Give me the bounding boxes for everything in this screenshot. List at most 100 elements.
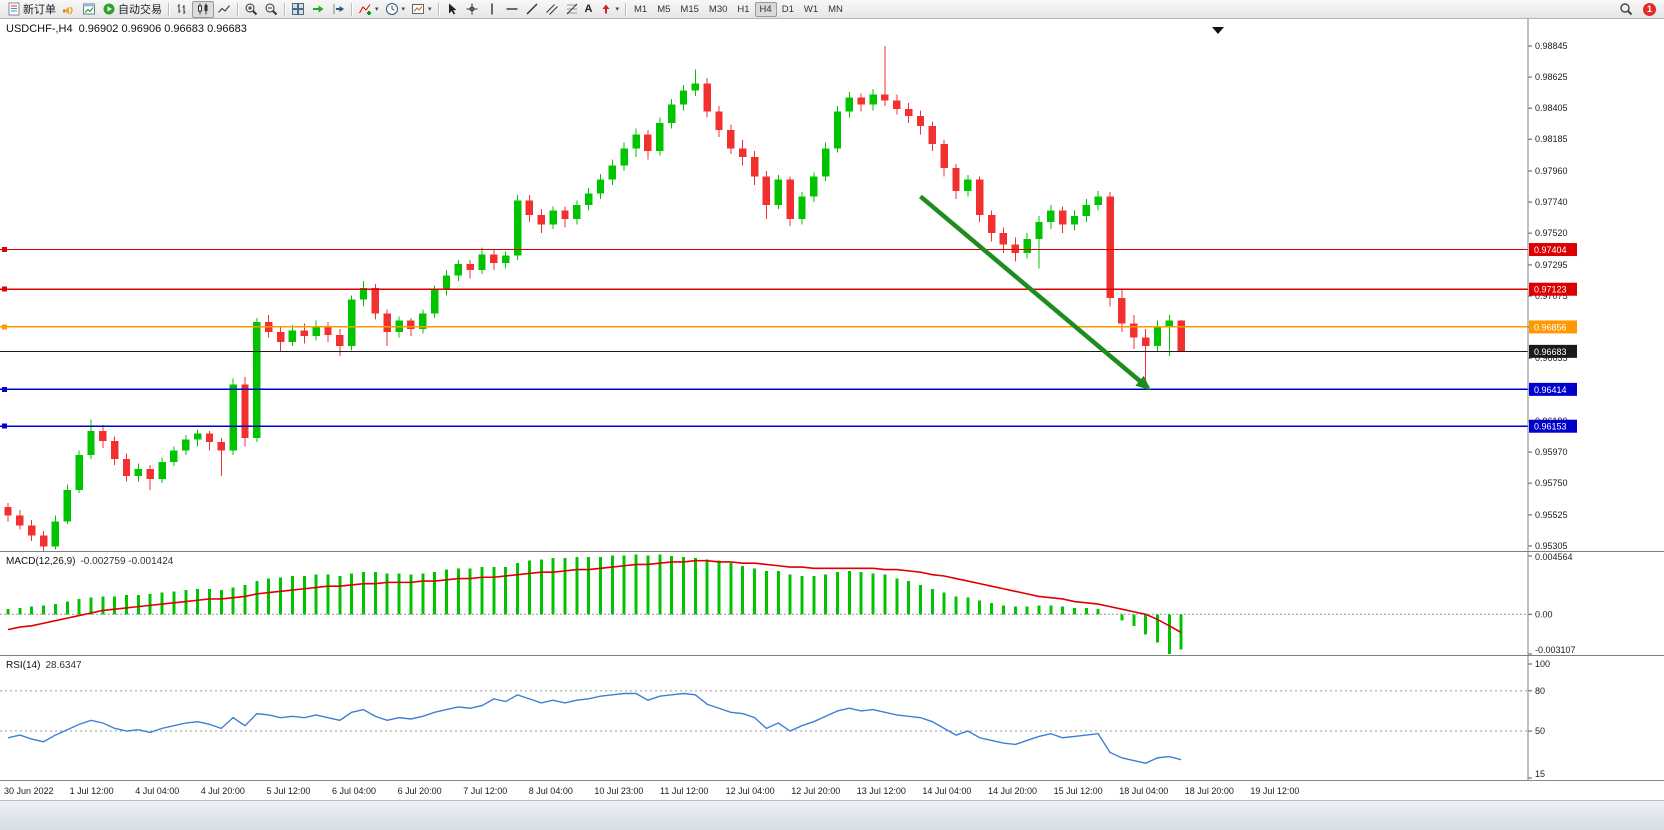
zoom-out-button[interactable] [261, 1, 281, 18]
svg-text:0.97295: 0.97295 [1535, 260, 1568, 270]
candle-up [229, 384, 237, 451]
templates-button[interactable]: ▾ [408, 1, 435, 18]
candle-up [632, 134, 640, 149]
candlestick-chart-button[interactable] [192, 0, 214, 18]
arrows-button[interactable]: ▾ [596, 1, 623, 18]
candle-up [774, 179, 782, 205]
svg-text:0.95305: 0.95305 [1535, 541, 1568, 551]
time-axis[interactable]: 30 Jun 2022 1 Jul 12:00 4 Jul 04:00 4 Jul 2… [0, 780, 1664, 800]
bar-chart-button[interactable] [172, 1, 192, 18]
timeframe-m1[interactable]: M1 [629, 2, 652, 17]
line-handle[interactable] [2, 247, 7, 253]
cursor-icon [448, 3, 457, 15]
candle-up [608, 165, 617, 180]
crosshair-button[interactable] [462, 1, 482, 18]
candle-down [537, 214, 545, 225]
template-icon [412, 4, 425, 14]
autotrading-button[interactable]: 自动交易 [99, 1, 165, 18]
line-handle[interactable] [2, 324, 7, 330]
auto-scroll-button[interactable] [308, 1, 328, 18]
new-order-button[interactable]: 新订单 [4, 1, 59, 18]
periods-button[interactable]: ▾ [382, 1, 409, 18]
candle-up [442, 275, 451, 290]
svg-text:-0.003107: -0.003107 [1535, 645, 1576, 655]
candle-down [146, 469, 154, 479]
indicators-button[interactable]: ▾ [355, 1, 382, 18]
candle-up [1165, 320, 1173, 327]
rsi-panel[interactable]: 100 80 50 15 [0, 656, 1664, 780]
channel-button[interactable] [542, 1, 562, 18]
timeframe-m30[interactable]: M30 [704, 2, 732, 17]
candle-up [170, 450, 178, 462]
time-label: 4 Jul 04:00 [135, 786, 180, 796]
timeframe-h1[interactable]: H1 [732, 2, 754, 17]
candle-down [1106, 196, 1114, 299]
chevron-down-icon: ▾ [615, 5, 620, 13]
new-chart-button[interactable] [79, 1, 99, 18]
candle-down [739, 148, 747, 157]
price-chart[interactable]: 0.98845 0.98625 0.98405 0.98185 0.97960 0.977… [0, 19, 1664, 552]
candlestick-chart-icon [198, 3, 208, 15]
vertical-line-button[interactable] [482, 1, 502, 18]
candle-up [430, 289, 439, 314]
candle-up [347, 299, 356, 347]
candle-up [596, 179, 605, 194]
tile-windows-button[interactable] [288, 1, 308, 18]
timeframe-h4[interactable]: H4 [754, 1, 777, 17]
line-handle[interactable] [2, 423, 7, 429]
price-badge [1529, 419, 1577, 433]
candle-down [1130, 323, 1138, 338]
timeframe-mn[interactable]: MN [823, 2, 848, 17]
horizontal-price-lines[interactable] [0, 247, 1528, 429]
candle-up [1153, 326, 1162, 347]
candle-down [383, 313, 391, 333]
candle-up [1094, 196, 1102, 205]
candle-down [1141, 337, 1150, 347]
time-label: 30 Jun 2022 [4, 786, 54, 796]
text-button[interactable]: A [582, 1, 596, 18]
svg-text:0.95525: 0.95525 [1535, 510, 1568, 520]
svg-text:0.97075: 0.97075 [1535, 291, 1568, 301]
search-button[interactable] [1616, 1, 1636, 18]
candle-down [407, 320, 415, 330]
line-handle[interactable] [2, 286, 7, 292]
timeframe-m15[interactable]: M15 [675, 2, 703, 17]
equidistant-channel-icon [545, 4, 558, 15]
chart-shift-button[interactable] [328, 1, 348, 18]
trendline-icon [526, 3, 538, 15]
time-label: 18 Jul 04:00 [1119, 786, 1169, 796]
announcements-button[interactable] [59, 1, 79, 18]
toolbar-separator [351, 2, 352, 16]
line-handle[interactable] [2, 386, 7, 392]
candle-down [110, 440, 119, 460]
candle-down [715, 111, 723, 131]
zoom-in-button[interactable] [241, 1, 261, 18]
chart-shift-marker[interactable] [1212, 27, 1224, 34]
svg-text:0.00: 0.00 [1535, 609, 1553, 619]
trendline-button[interactable] [522, 1, 542, 18]
candle-up [454, 264, 462, 276]
candle-down [881, 94, 889, 101]
timeframe-w1[interactable]: W1 [799, 2, 823, 17]
candle-up [478, 254, 486, 270]
macd-panel[interactable]: 0.004564 0.00 -0.003107 [0, 552, 1664, 656]
time-label: 11 Jul 12:00 [660, 786, 709, 796]
candle-up [312, 326, 320, 337]
cursor-button[interactable] [442, 1, 462, 18]
candle-up [573, 204, 581, 220]
rsi-axis: 100 80 50 15 [1528, 659, 1550, 779]
fibonacci-button[interactable] [562, 1, 582, 18]
candle-up [51, 521, 60, 547]
notification-badge[interactable]: 1 [1643, 2, 1656, 16]
timeframe-m5[interactable]: M5 [652, 2, 675, 17]
rsi-value: 28.6347 [45, 660, 82, 671]
chart-ohlc: 0.96902 0.96906 0.96683 0.96683 [78, 23, 247, 35]
candle-down [300, 330, 308, 337]
timeframe-d1[interactable]: D1 [777, 2, 799, 17]
toolbar-separator [437, 2, 439, 16]
candle-down [276, 332, 285, 342]
line-chart-button[interactable] [214, 1, 234, 18]
bottom-strip [0, 800, 1664, 830]
horizontal-line-button[interactable] [502, 1, 522, 18]
trend-arrow[interactable] [919, 194, 1152, 391]
